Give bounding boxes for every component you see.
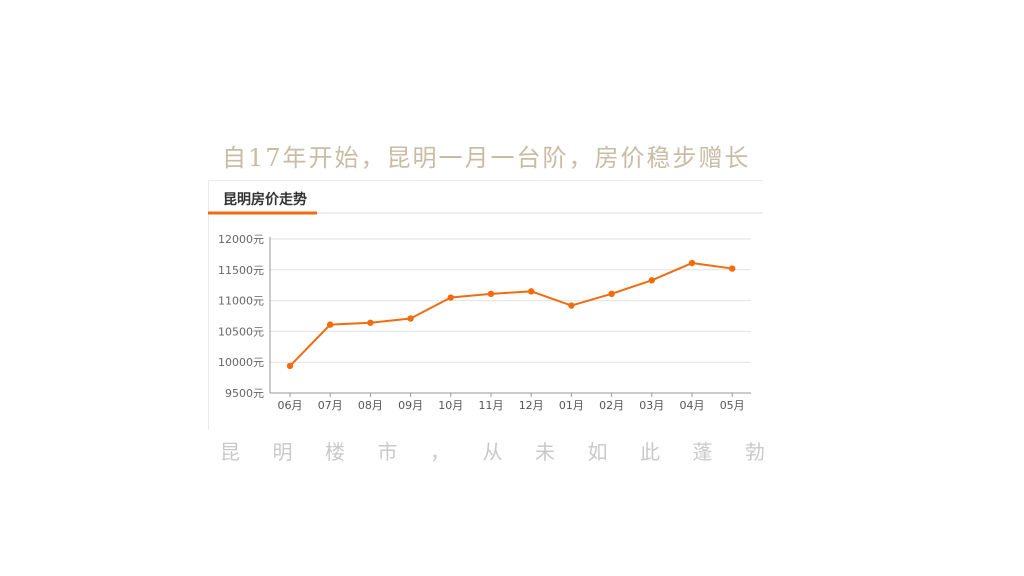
data-point-07月 [327,321,334,328]
data-point-06月 [286,362,294,370]
data-point-09月 [407,315,414,322]
data-point-01月 [568,302,575,309]
x-tick-label: 02月 [599,399,624,412]
x-tick-label: 12月 [519,399,544,412]
x-tick-label: 10月 [438,399,463,412]
data-point-10月 [447,294,454,301]
footer-char: ， [430,440,450,464]
data-point-05月 [729,265,736,272]
price-trend-panel: 昆明房价走势 12000元 11500元 11000元 10500元 10000元 950… [208,180,763,430]
price-line-chart: 12000元 11500元 11000元 10500元 10000元 9500元 06月 0… [208,211,763,412]
panel-top-border [208,180,763,181]
x-tick-label: 08月 [358,399,383,412]
data-point-04月 [688,259,696,267]
data-point-11月 [487,290,495,298]
footer-char: 昆 [220,440,240,464]
tab-price-trend[interactable]: 昆明房价走势 [223,192,307,208]
data-point-02月 [608,290,615,298]
headline: 自17年开始，昆明一月一台阶，房价稳步赠长 [222,144,751,172]
footer-char: 市 [377,440,398,464]
footer-char: 未 [535,440,555,464]
data-point-12月 [528,288,535,295]
footer-char: 明 [272,440,293,464]
y-tick-label: 11000元 [218,295,264,308]
y-tick-label: 11500元 [218,264,264,277]
footer-char: 蓬 [692,440,713,464]
y-tick-label: 10000元 [218,356,264,369]
x-tick-label: 03月 [639,399,664,412]
footer-char: 楼 [325,440,345,464]
x-tick-label: 06月 [278,399,303,412]
footer-char: 从 [482,440,503,464]
footer-char: 此 [640,440,660,464]
x-tick-label: 05月 [720,399,745,412]
x-tick-label: 01月 [559,399,584,412]
y-tick-label: 10500元 [218,325,264,338]
price-series-line [289,262,733,367]
data-point-08月 [367,319,374,326]
x-tick-label: 04月 [680,399,705,412]
data-point-03月 [648,277,655,284]
x-tick-label: 09月 [398,399,423,412]
y-tick-label: 9500元 [225,387,264,400]
footer-char: 勃 [745,440,765,464]
footer-slogan: 昆 明 楼 市 ， 从 未 如 此 蓬 勃 [208,436,768,464]
x-tick-label: 07月 [318,399,343,412]
y-tick-label: 12000元 [218,233,264,246]
x-tick-label: 11月 [479,399,504,412]
panel-left-border [208,180,209,430]
footer-char: 如 [587,440,608,464]
